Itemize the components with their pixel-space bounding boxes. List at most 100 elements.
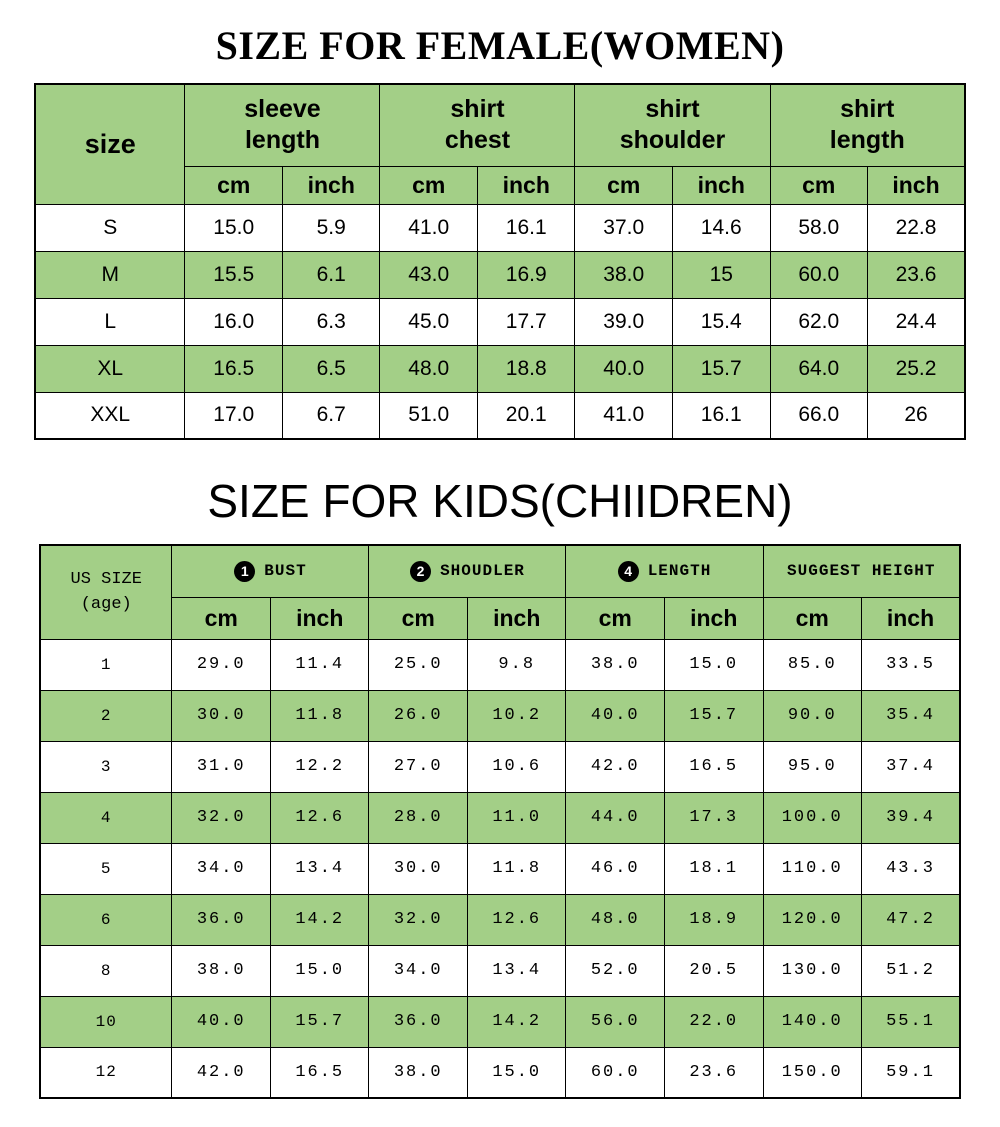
value-cell: 16.5 [184, 344, 283, 393]
group-header-label: LENGTH [647, 562, 712, 581]
unit-header: cm [368, 596, 468, 640]
row-label: 3 [39, 740, 173, 793]
value-cell: 95.0 [762, 740, 862, 793]
table-row: 3 31.0 12.2 27.0 10.6 42.0 16.5 95.0 37.4 [39, 740, 961, 793]
row-label: S [34, 203, 186, 252]
value-cell: 12.6 [269, 791, 370, 844]
value-cell: 100.0 [762, 791, 862, 844]
unit-header: cm [574, 165, 673, 205]
value-cell: 51.0 [379, 391, 478, 440]
value-cell: 36.0 [368, 995, 468, 1048]
value-cell: 42.0 [171, 1046, 271, 1099]
group-header-top: sleeve [189, 94, 375, 125]
value-cell: 16.5 [269, 1046, 370, 1099]
value-cell: 15.7 [663, 689, 764, 742]
kids-table-body: 1 29.0 11.4 25.0 9.8 38.0 15.0 85.0 33.5 2 30.0 11.… [39, 638, 961, 1099]
group-header-label: shirt [840, 95, 895, 123]
row-label: M [34, 250, 186, 299]
value-cell: 55.1 [861, 995, 961, 1048]
table-row: 5 34.0 13.4 30.0 11.8 46.0 18.1 110.0 43.3 [39, 842, 961, 895]
value-cell: 6.7 [281, 391, 381, 440]
value-cell: 22.0 [663, 995, 764, 1048]
value-cell: 13.4 [466, 944, 567, 997]
value-cell: 60.0 [769, 250, 868, 299]
value-cell: 30.0 [368, 842, 468, 895]
value-cell: 48.0 [565, 893, 665, 946]
value-cell: 62.0 [769, 297, 868, 346]
value-cell: 15.5 [184, 250, 283, 299]
row-label: 12 [39, 1046, 173, 1099]
value-cell: 18.8 [476, 344, 576, 393]
group-header-top: SUGGEST HEIGHT [768, 562, 956, 580]
value-cell: 17.3 [663, 791, 764, 844]
value-cell: 59.1 [861, 1046, 961, 1099]
unit-header: cm [565, 596, 665, 640]
unit-header: cm [762, 596, 862, 640]
value-cell: 32.0 [171, 791, 271, 844]
row-label: 6 [39, 893, 173, 946]
value-cell: 60.0 [565, 1046, 665, 1099]
value-cell: 38.0 [368, 1046, 468, 1099]
value-cell: 42.0 [565, 740, 665, 793]
table-row: 8 38.0 15.0 34.0 13.4 52.0 20.5 130.0 51.2 [39, 944, 961, 997]
value-cell: 16.9 [476, 250, 576, 299]
corner-header-line1: size [84, 128, 136, 159]
value-cell: 35.4 [861, 689, 961, 742]
group-header-top: shirt [579, 94, 765, 125]
value-cell: 36.0 [171, 893, 271, 946]
value-cell: 20.1 [476, 391, 576, 440]
value-cell: 26.0 [368, 689, 468, 742]
unit-header: inch [867, 165, 966, 205]
value-cell: 37.0 [574, 203, 673, 252]
value-cell: 18.1 [663, 842, 764, 895]
group-header-label: SUGGEST HEIGHT [787, 562, 936, 581]
value-cell: 13.4 [269, 842, 370, 895]
value-cell: 34.0 [171, 842, 271, 895]
table-row: M 15.5 6.1 43.0 16.9 38.0 15 60.0 23.6 [34, 250, 966, 299]
table-row: 2 30.0 11.8 26.0 10.2 40.0 15.7 90.0 35.4 [39, 689, 961, 742]
unit-header: cm [379, 165, 478, 205]
value-cell: 10.6 [466, 740, 567, 793]
value-cell: 15.4 [671, 297, 771, 346]
value-cell: 15.0 [466, 1046, 567, 1099]
value-cell: 14.2 [466, 995, 567, 1048]
kids-size-table-title: SIZE FOR KIDS(CHIIDREN) [207, 475, 793, 527]
value-cell: 28.0 [368, 791, 468, 844]
value-cell: 5.9 [281, 203, 381, 252]
value-cell: 45.0 [379, 297, 478, 346]
women-table-body: S 15.0 5.9 41.0 16.1 37.0 14.6 58.0 22.8 M 15.5 6.1… [34, 203, 966, 440]
table-row: 1 29.0 11.4 25.0 9.8 38.0 15.0 85.0 33.5 [39, 638, 961, 691]
unit-header: inch [476, 165, 576, 205]
row-label: 8 [39, 944, 173, 997]
value-cell: 12.2 [269, 740, 370, 793]
value-cell: 47.2 [861, 893, 961, 946]
value-cell: 12.6 [466, 893, 567, 946]
group-header: shirt shoulder [574, 83, 771, 167]
value-cell: 6.1 [281, 250, 381, 299]
kids-size-table: US SIZE (age) 1 BUST 2 SHOUDLER 4 LENGTH SUGGEST… [38, 544, 962, 1099]
value-cell: 44.0 [565, 791, 665, 844]
value-cell: 15 [671, 250, 771, 299]
corner-header-line1: US SIZE [70, 569, 142, 589]
table-row: 4 32.0 12.6 28.0 11.0 44.0 17.3 100.0 39.4 [39, 791, 961, 844]
unit-header: inch [663, 596, 764, 640]
value-cell: 23.6 [663, 1046, 764, 1099]
value-cell: 31.0 [171, 740, 271, 793]
group-header-label: BUST [264, 562, 307, 581]
unit-header: inch [861, 596, 961, 640]
value-cell: 15.7 [671, 344, 771, 393]
table-row: 12 42.0 16.5 38.0 15.0 60.0 23.6 150.0 59.1 [39, 1046, 961, 1099]
group-header-top: shirt [384, 94, 570, 125]
value-cell: 38.0 [565, 638, 665, 691]
row-label: 10 [39, 995, 173, 1048]
group-header-label: sleeve [244, 95, 321, 123]
row-label: XL [34, 344, 186, 393]
corner-header: size [34, 83, 186, 205]
value-cell: 56.0 [565, 995, 665, 1048]
header-group-row: US SIZE (age) 1 BUST 2 SHOUDLER 4 LENGTH SUGGEST… [39, 544, 961, 640]
value-cell: 15.0 [269, 944, 370, 997]
group-header-label-line2: shoulder [619, 126, 726, 155]
group-header-top: 1 BUST [176, 560, 364, 582]
value-cell: 40.0 [565, 689, 665, 742]
value-cell: 41.0 [574, 391, 673, 440]
